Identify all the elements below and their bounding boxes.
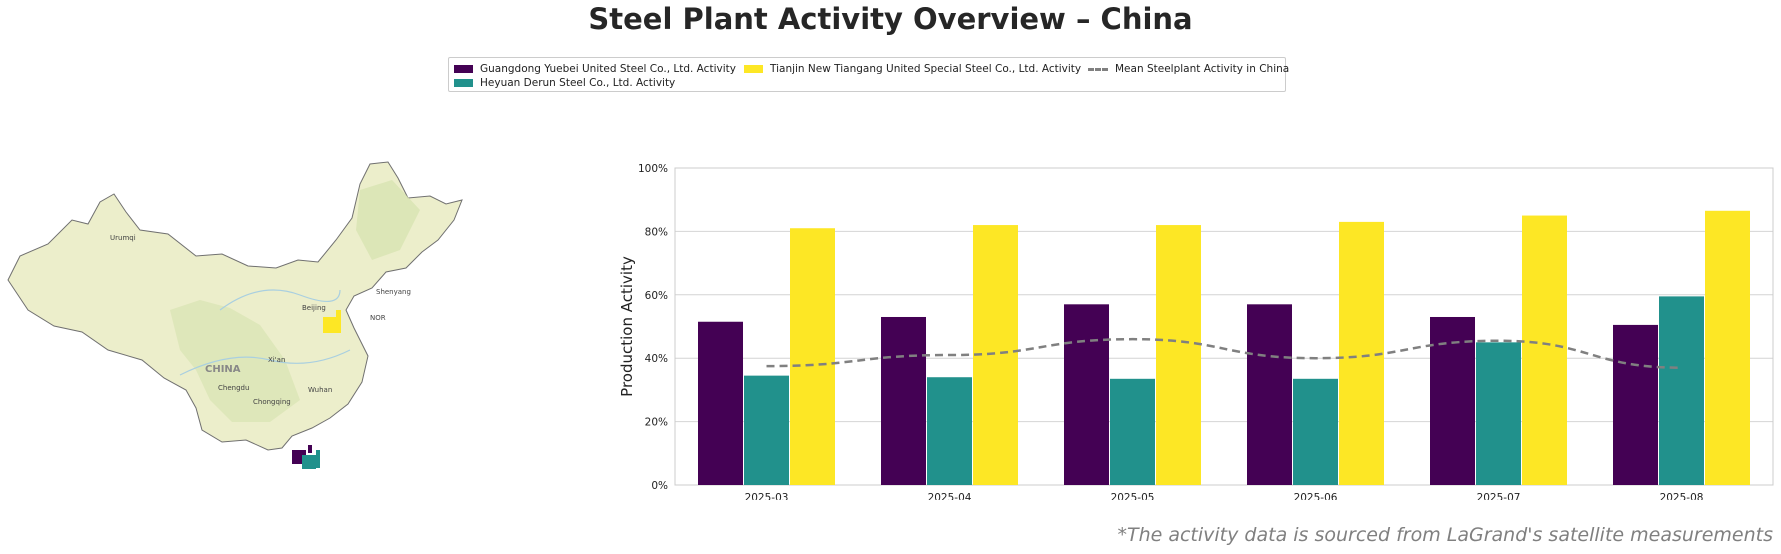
city-label-chengdu: Chengdu <box>218 384 249 392</box>
map-country-label: CHINA <box>205 364 241 375</box>
bar-chart: 0% 20% 40% 60% 80% 100% 2025-03 2025-04 2025-05 2… <box>618 163 1774 500</box>
x-tick-label: 2025-06 <box>1294 492 1338 500</box>
bar-1-2025-03 <box>698 321 743 485</box>
china-land-shape <box>7 161 463 451</box>
map-terrain-shade <box>170 300 300 422</box>
bar-1-2025-08 <box>1613 324 1658 485</box>
bar-2-2025-07 <box>1476 342 1521 485</box>
y-tick-label: 20% <box>645 417 668 429</box>
x-tick-label: 2025-07 <box>1477 492 1521 500</box>
y-tick-label: 80% <box>645 226 668 238</box>
legend-item-guangdong: Guangdong Yuebei United Steel Co., Ltd. … <box>454 63 736 75</box>
y-axis-label: Production Activity <box>618 256 636 397</box>
legend-label-guangdong: Guangdong Yuebei United Steel Co., Ltd. … <box>480 63 736 75</box>
city-label-beijing: Beijing <box>302 304 326 312</box>
x-tick-label: 2025-05 <box>1111 492 1155 500</box>
bar-2-2025-05 <box>1110 378 1155 485</box>
x-tick-label: 2025-04 <box>928 492 972 500</box>
city-label-shenyang: Shenyang <box>376 288 411 296</box>
bar-3-2025-07 <box>1522 215 1567 486</box>
legend-item-mean: Mean Steelplant Activity in China <box>1088 63 1289 75</box>
city-label-chongqing: Chongqing <box>253 398 291 406</box>
map-river <box>179 349 351 376</box>
legend-label-mean: Mean Steelplant Activity in China <box>1115 63 1290 75</box>
y-tick-label: 100% <box>638 163 668 175</box>
map-river-north <box>219 289 341 311</box>
bar-1-2025-06 <box>1247 304 1292 485</box>
legend: Guangdong Yuebei United Steel Co., Ltd. … <box>448 57 1289 92</box>
legend-item-heyuan: Heyuan Derun Steel Co., Ltd. Activity <box>454 77 675 89</box>
legend-swatch-heyuan <box>454 79 473 87</box>
bar-3-2025-03 <box>790 228 835 485</box>
bar-3-2025-05 <box>1156 225 1201 485</box>
bar-2-2025-06 <box>1293 378 1338 485</box>
china-map: Urumqi Beijing Shenyang Xi'an Chengdu Ch… <box>7 161 463 469</box>
chart-title: Steel Plant Activity Overview – China <box>588 2 1193 36</box>
tianjin-plant-marker-icon <box>323 310 341 333</box>
legend-dash-mean <box>1088 67 1108 71</box>
legend-item-tianjin: Tianjin New Tiangang United Special Stee… <box>744 63 1081 75</box>
city-label-urumqi: Urumqi <box>110 234 136 242</box>
bar-1-2025-04 <box>881 316 926 485</box>
bar-2-2025-04 <box>927 377 972 485</box>
x-tick-label: 2025-08 <box>1660 492 1704 500</box>
legend-label-heyuan: Heyuan Derun Steel Co., Ltd. Activity <box>480 77 676 89</box>
y-tick-label: 0% <box>651 480 668 492</box>
city-label-wuhan: Wuhan <box>308 386 332 394</box>
heyuan-plant-marker-icon <box>302 450 320 469</box>
plot-frame <box>674 167 1774 486</box>
x-tick-label: 2025-03 <box>745 492 789 500</box>
city-label-xian: Xi'an <box>268 356 285 364</box>
mean-activity-line <box>766 337 1682 369</box>
bar-3-2025-08 <box>1705 210 1750 486</box>
bar-1-2025-07 <box>1430 316 1475 485</box>
map-terrain-shade-ne <box>356 180 420 260</box>
legend-label-tianjin: Tianjin New Tiangang United Special Stee… <box>770 63 1082 75</box>
map-region-label: NOR <box>370 314 386 322</box>
bar-2-2025-08 <box>1659 296 1704 485</box>
bar-1-2025-05 <box>1064 304 1109 485</box>
legend-swatch-tianjin <box>744 65 763 73</box>
footnote: *The activity data is sourced from LaGra… <box>1117 524 1773 546</box>
y-tick-label: 40% <box>645 353 668 365</box>
legend-swatch-guangdong <box>454 65 473 73</box>
y-tick-label: 60% <box>645 290 668 302</box>
bar-2-2025-03 <box>744 375 789 485</box>
